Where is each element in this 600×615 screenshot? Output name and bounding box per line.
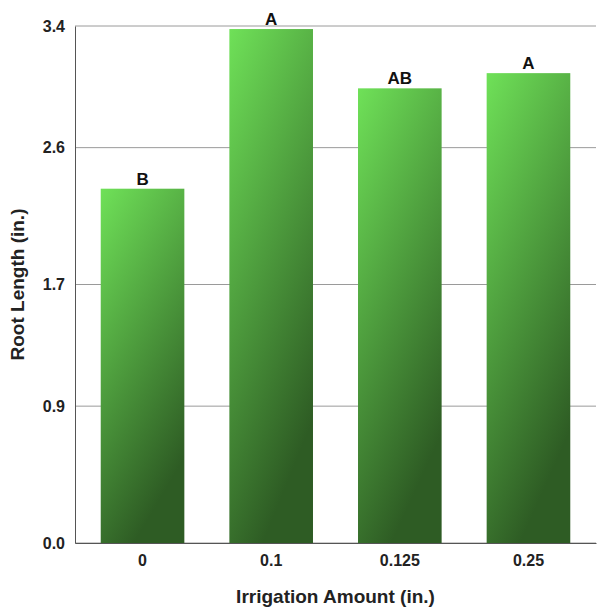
chart: B A AB A 0.0 0.9 1.7 2.6 3.4 0 0.1 0.125 0.25 Irrigat… — [0, 0, 600, 615]
x-axis-line — [76, 543, 597, 544]
bar — [229, 29, 313, 543]
annotation: A — [265, 10, 277, 29]
y-tick-label: 1.7 — [43, 276, 65, 293]
x-axis-title: Irrigation Amount (in.) — [236, 586, 435, 607]
annotation: AB — [388, 69, 413, 88]
y-axis: 0.0 0.9 1.7 2.6 3.4 — [43, 18, 76, 552]
y-tick-label: 3.4 — [43, 18, 65, 35]
x-tick: 0 — [138, 543, 147, 569]
y-tick: 1.7 — [43, 276, 75, 293]
y-tick-label: 2.6 — [43, 139, 65, 156]
bar — [101, 189, 185, 543]
annotations: B A AB A — [136, 10, 534, 189]
x-tick: 0.25 — [513, 543, 544, 569]
x-tick-label: 0.125 — [380, 552, 420, 569]
x-axis: 0 0.1 0.125 0.25 — [76, 543, 597, 569]
y-tick: 2.6 — [43, 139, 75, 156]
y-tick: 3.4 — [43, 18, 75, 35]
x-tick: 0.1 — [260, 543, 282, 569]
y-tick-label: 0.0 — [43, 535, 65, 552]
x-tick-label: 0.1 — [260, 552, 282, 569]
bars — [101, 29, 571, 543]
y-axis-title: Root Length (in.) — [7, 209, 28, 361]
x-tick: 0.125 — [380, 543, 420, 569]
annotation: B — [136, 170, 148, 189]
grid-line — [75, 26, 596, 27]
x-tick-label: 0.25 — [513, 552, 544, 569]
y-tick: 0.9 — [43, 398, 75, 415]
y-tick: 0.0 — [43, 535, 75, 552]
annotation: A — [522, 54, 534, 73]
grid — [75, 26, 596, 543]
bar — [358, 88, 442, 543]
y-tick-label: 0.9 — [43, 398, 65, 415]
x-tick-label: 0 — [138, 552, 147, 569]
bar — [487, 73, 571, 543]
y-axis-line — [75, 27, 76, 544]
